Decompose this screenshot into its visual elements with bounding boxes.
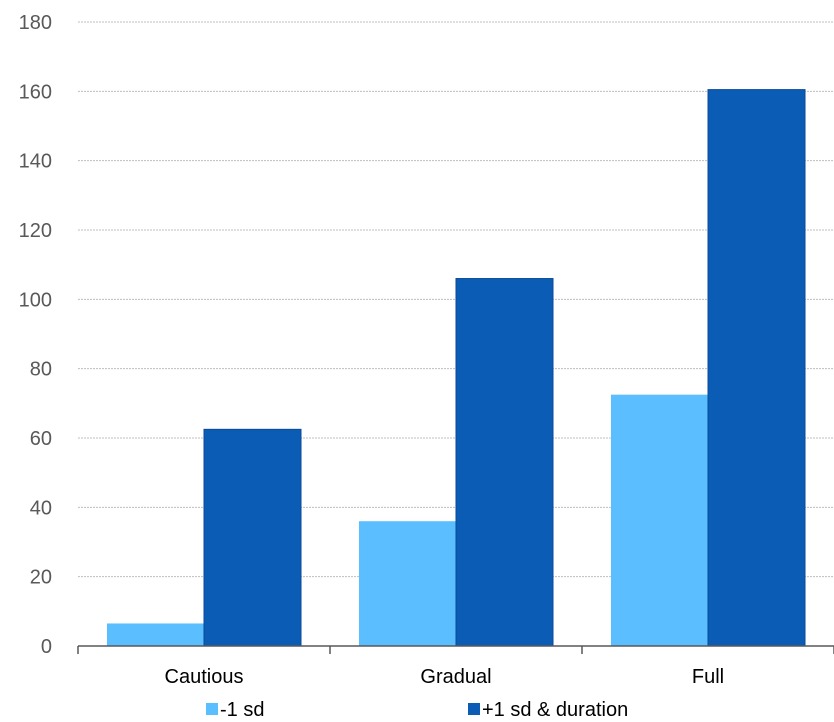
bar-minus-1-sd <box>359 521 456 646</box>
bar-plus-1-sd-duration <box>204 429 301 646</box>
legend-swatch <box>206 703 218 715</box>
y-tick-label: 40 <box>30 497 52 519</box>
bar-minus-1-sd <box>107 623 204 646</box>
x-category-label: Full <box>692 666 724 688</box>
y-tick-label: 180 <box>19 12 52 34</box>
y-tick-label: 0 <box>41 636 52 658</box>
bar-plus-1-sd-duration <box>456 279 553 646</box>
y-tick-label: 140 <box>19 151 52 173</box>
x-axis-categories: Cautious Gradual Full <box>165 666 725 688</box>
y-tick-label: 60 <box>30 428 52 450</box>
y-axis-ticks: 0 20 40 60 80 100 120 140 160 180 <box>19 12 52 658</box>
legend: -1 sd +1 sd & duration <box>206 699 628 721</box>
bar-plus-1-sd-duration <box>708 90 805 646</box>
legend-swatch <box>468 703 480 715</box>
x-category-label: Cautious <box>165 666 244 688</box>
bars <box>107 90 805 646</box>
bar-minus-1-sd <box>611 395 708 646</box>
y-tick-label: 100 <box>19 289 52 311</box>
y-tick-label: 20 <box>30 567 52 589</box>
y-tick-label: 120 <box>19 220 52 242</box>
x-category-label: Gradual <box>420 666 491 688</box>
legend-label: +1 sd & duration <box>482 699 628 721</box>
y-tick-label: 160 <box>19 81 52 103</box>
y-tick-label: 80 <box>30 359 52 381</box>
x-axis <box>78 646 834 654</box>
legend-label: -1 sd <box>220 699 264 721</box>
